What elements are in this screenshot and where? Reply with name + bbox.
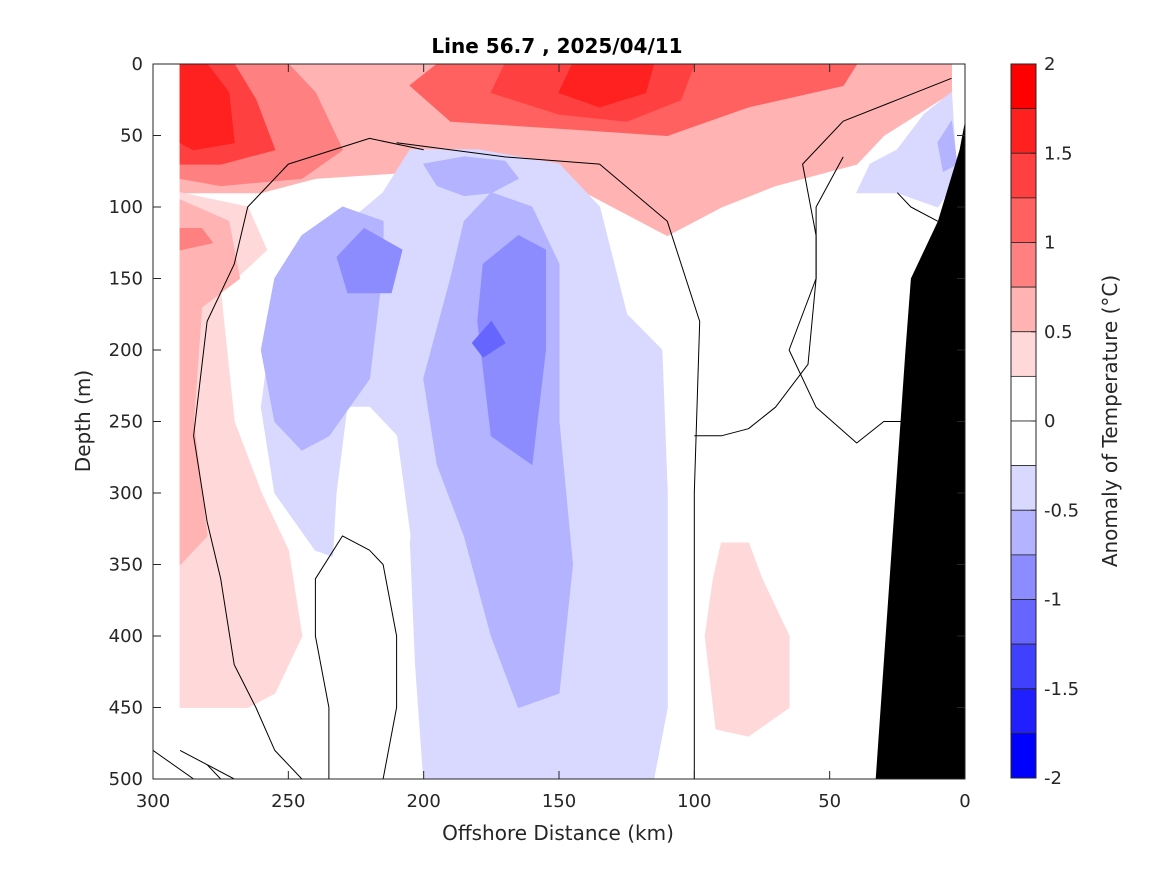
colorbar-swatch xyxy=(1010,509,1037,556)
colorbar-swatch xyxy=(1010,152,1037,199)
colorbar-swatch xyxy=(1010,108,1037,154)
contour-region-offshore-warm-column xyxy=(179,192,303,708)
contour-region-center-cold-center xyxy=(477,235,546,465)
colorbar-swatch xyxy=(1010,643,1037,690)
y-tick-label: 450 xyxy=(109,698,143,719)
contour-region-upper-cold-patch xyxy=(423,156,519,197)
zero-contour-8 xyxy=(896,192,939,222)
contour-region-offshore-warm-core xyxy=(179,199,241,565)
zero-contour-lines xyxy=(153,77,952,779)
colorbar: 2 1.5 1 0.5 0 -0.5 -1 -1.5 -2 Anomaly of Tempera… xyxy=(1010,54,1122,789)
colorbar-swatch xyxy=(1010,63,1037,110)
y-tick-label: 100 xyxy=(109,197,143,218)
colorbar-swatch xyxy=(1010,286,1037,333)
x-tick-label: 100 xyxy=(677,791,711,812)
zero-contour-1 xyxy=(206,764,222,779)
colorbar-tick-label: -1.5 xyxy=(1044,679,1079,700)
y-tick-label: 0 xyxy=(132,54,143,75)
y-tick-label: 150 xyxy=(109,269,143,290)
zero-contour-5 xyxy=(396,142,701,779)
x-tick-label: 0 xyxy=(959,791,970,812)
colorbar-tick-label: -2 xyxy=(1044,768,1062,789)
contour-fills xyxy=(179,64,958,779)
colorbar-tick-label: 0 xyxy=(1044,411,1055,432)
colorbar-swatch xyxy=(1010,732,1037,779)
y-tick-label: 500 xyxy=(109,769,143,790)
chart-title: Line 56.7 , 2025/04/11 xyxy=(431,34,682,58)
colorbar-swatch xyxy=(1010,420,1037,467)
contour-region-west-cold-center xyxy=(336,228,403,294)
contour-region-surface-warm-core-6 xyxy=(558,64,655,108)
y-axis-label: Depth (m) xyxy=(71,370,95,472)
y-tick-label: 300 xyxy=(109,483,143,504)
y-tick-label: 400 xyxy=(109,626,143,647)
zero-contour-0 xyxy=(153,749,194,779)
land-mask-shape xyxy=(875,121,965,779)
plot-area xyxy=(152,63,966,780)
x-axis-label: Offshore Distance (km) xyxy=(442,821,674,845)
colorbar-swatch xyxy=(1010,465,1037,511)
colorbar-tick-label: -1 xyxy=(1044,590,1062,611)
x-tick-label: 150 xyxy=(542,791,576,812)
x-tick-label: 200 xyxy=(406,791,440,812)
colorbar-swatch xyxy=(1010,375,1037,422)
land-mask xyxy=(875,121,965,779)
contour-region-center-cold-spot xyxy=(471,320,506,358)
zero-contour-7 xyxy=(788,156,938,444)
colorbar-swatch xyxy=(1010,554,1037,600)
y-tick-label: 200 xyxy=(109,340,143,361)
contour-region-surface-warm-core-5 xyxy=(179,64,235,151)
colorbar-tick-label: 2 xyxy=(1044,54,1055,75)
contour-region-surface-warm-layer xyxy=(179,64,952,237)
colorbar-tick-label: 1 xyxy=(1044,233,1055,254)
x-tick-label: 250 xyxy=(271,791,305,812)
zero-contour-3 xyxy=(314,535,398,779)
colorbar-swatch xyxy=(1010,688,1037,734)
colorbar-ticks: 2 1.5 1 0.5 0 -0.5 -1 -1.5 -2 xyxy=(1031,54,1079,789)
x-axis-ticks: 300 250 200 150 100 50 0 xyxy=(136,64,971,812)
y-tick-label: 50 xyxy=(120,126,143,147)
colorbar-swatch xyxy=(1010,599,1037,645)
colorbar-swatch xyxy=(1010,197,1037,243)
colorbar-label: Anomaly of Temperature (°C) xyxy=(1098,275,1122,567)
colorbar-swatch xyxy=(1010,242,1037,288)
colorbar-tick-label: 0.5 xyxy=(1044,322,1073,343)
contour-region-deep-warm-lens xyxy=(704,542,790,737)
y-axis-ticks: 0 50 100 150 200 250 300 350 400 450 500 xyxy=(109,54,965,790)
x-tick-label: 50 xyxy=(818,791,841,812)
zero-contour-4 xyxy=(193,137,424,779)
y-tick-label: 250 xyxy=(109,412,143,433)
x-tick-label: 300 xyxy=(136,791,170,812)
contour-region-nearshore-cold xyxy=(856,92,958,208)
zero-contour-2 xyxy=(179,749,235,779)
colorbar-swatch xyxy=(1010,331,1037,377)
colorbar-tick-label: 1.5 xyxy=(1044,143,1073,164)
colorbar-tick-label: -0.5 xyxy=(1044,500,1079,521)
y-tick-label: 350 xyxy=(109,555,143,576)
contour-region-offshore-warm-spot xyxy=(179,228,213,251)
contour-region-main-cold-gap xyxy=(328,406,411,751)
